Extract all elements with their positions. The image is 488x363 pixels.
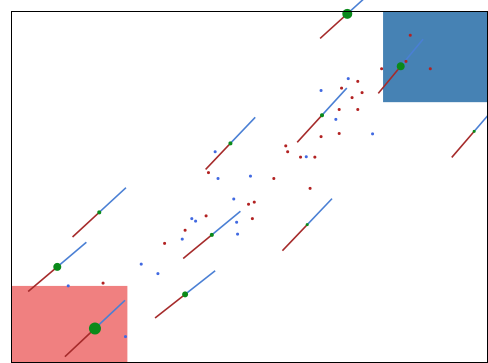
- segment-center-point-5: [228, 141, 232, 145]
- red-point-21: [404, 60, 407, 63]
- red-point-15: [351, 96, 354, 99]
- blue-point-13: [334, 118, 337, 121]
- red-point-19: [356, 80, 359, 83]
- blue-point-2: [140, 263, 143, 266]
- blue-point-5: [194, 220, 197, 223]
- red-point-10: [313, 156, 316, 159]
- red-point-9: [299, 156, 302, 159]
- segment-center-point-8: [342, 9, 352, 19]
- blue-point-9: [236, 233, 239, 236]
- blue-point-17: [235, 221, 238, 224]
- segment-center-point-9: [397, 62, 405, 70]
- red-point-25: [247, 203, 250, 206]
- blue-point-6: [214, 150, 217, 153]
- red-point-0: [102, 282, 105, 285]
- red-point-2: [184, 229, 187, 232]
- red-point-11: [309, 187, 312, 190]
- red-point-12: [320, 135, 323, 138]
- red-point-8: [284, 144, 287, 147]
- red-point-1: [163, 242, 166, 245]
- red-point-13: [338, 132, 341, 135]
- red-point-17: [361, 91, 364, 94]
- blue-point-0: [67, 284, 70, 287]
- red-point-16: [356, 108, 359, 111]
- red-point-4: [251, 217, 254, 220]
- blue-point-15: [371, 132, 374, 135]
- segment-center-point-2: [97, 210, 101, 214]
- blue-point-10: [249, 175, 252, 178]
- segment-center-point-3: [182, 291, 188, 297]
- segment-center-point-7: [320, 113, 324, 117]
- red-point-5: [253, 201, 256, 204]
- segment-center-point-1: [53, 263, 61, 271]
- red-point-14: [338, 108, 341, 111]
- red-point-6: [272, 177, 275, 180]
- red-point-18: [340, 87, 343, 90]
- blue-point-12: [320, 89, 323, 92]
- segment-center-point-6: [306, 223, 309, 226]
- blue-point-11: [305, 155, 308, 158]
- red-point-22: [429, 67, 432, 70]
- blue-point-4: [190, 217, 193, 220]
- blue-point-8: [232, 197, 235, 200]
- segment-center-point-4: [210, 233, 214, 237]
- blue-box: [383, 11, 488, 102]
- red-point-23: [409, 34, 412, 37]
- red-point-20: [380, 67, 383, 70]
- blue-point-14: [347, 77, 350, 80]
- segment-center-point-10: [473, 130, 476, 133]
- red-point-3: [205, 214, 208, 217]
- red-point-7: [286, 150, 289, 153]
- red-box: [11, 286, 127, 363]
- red-point-24: [207, 171, 210, 174]
- blue-point-7: [217, 177, 220, 180]
- segment-center-point-0: [89, 323, 101, 335]
- blue-point-3: [181, 238, 184, 241]
- blue-point-1: [156, 272, 159, 275]
- blue-point-16: [124, 335, 127, 338]
